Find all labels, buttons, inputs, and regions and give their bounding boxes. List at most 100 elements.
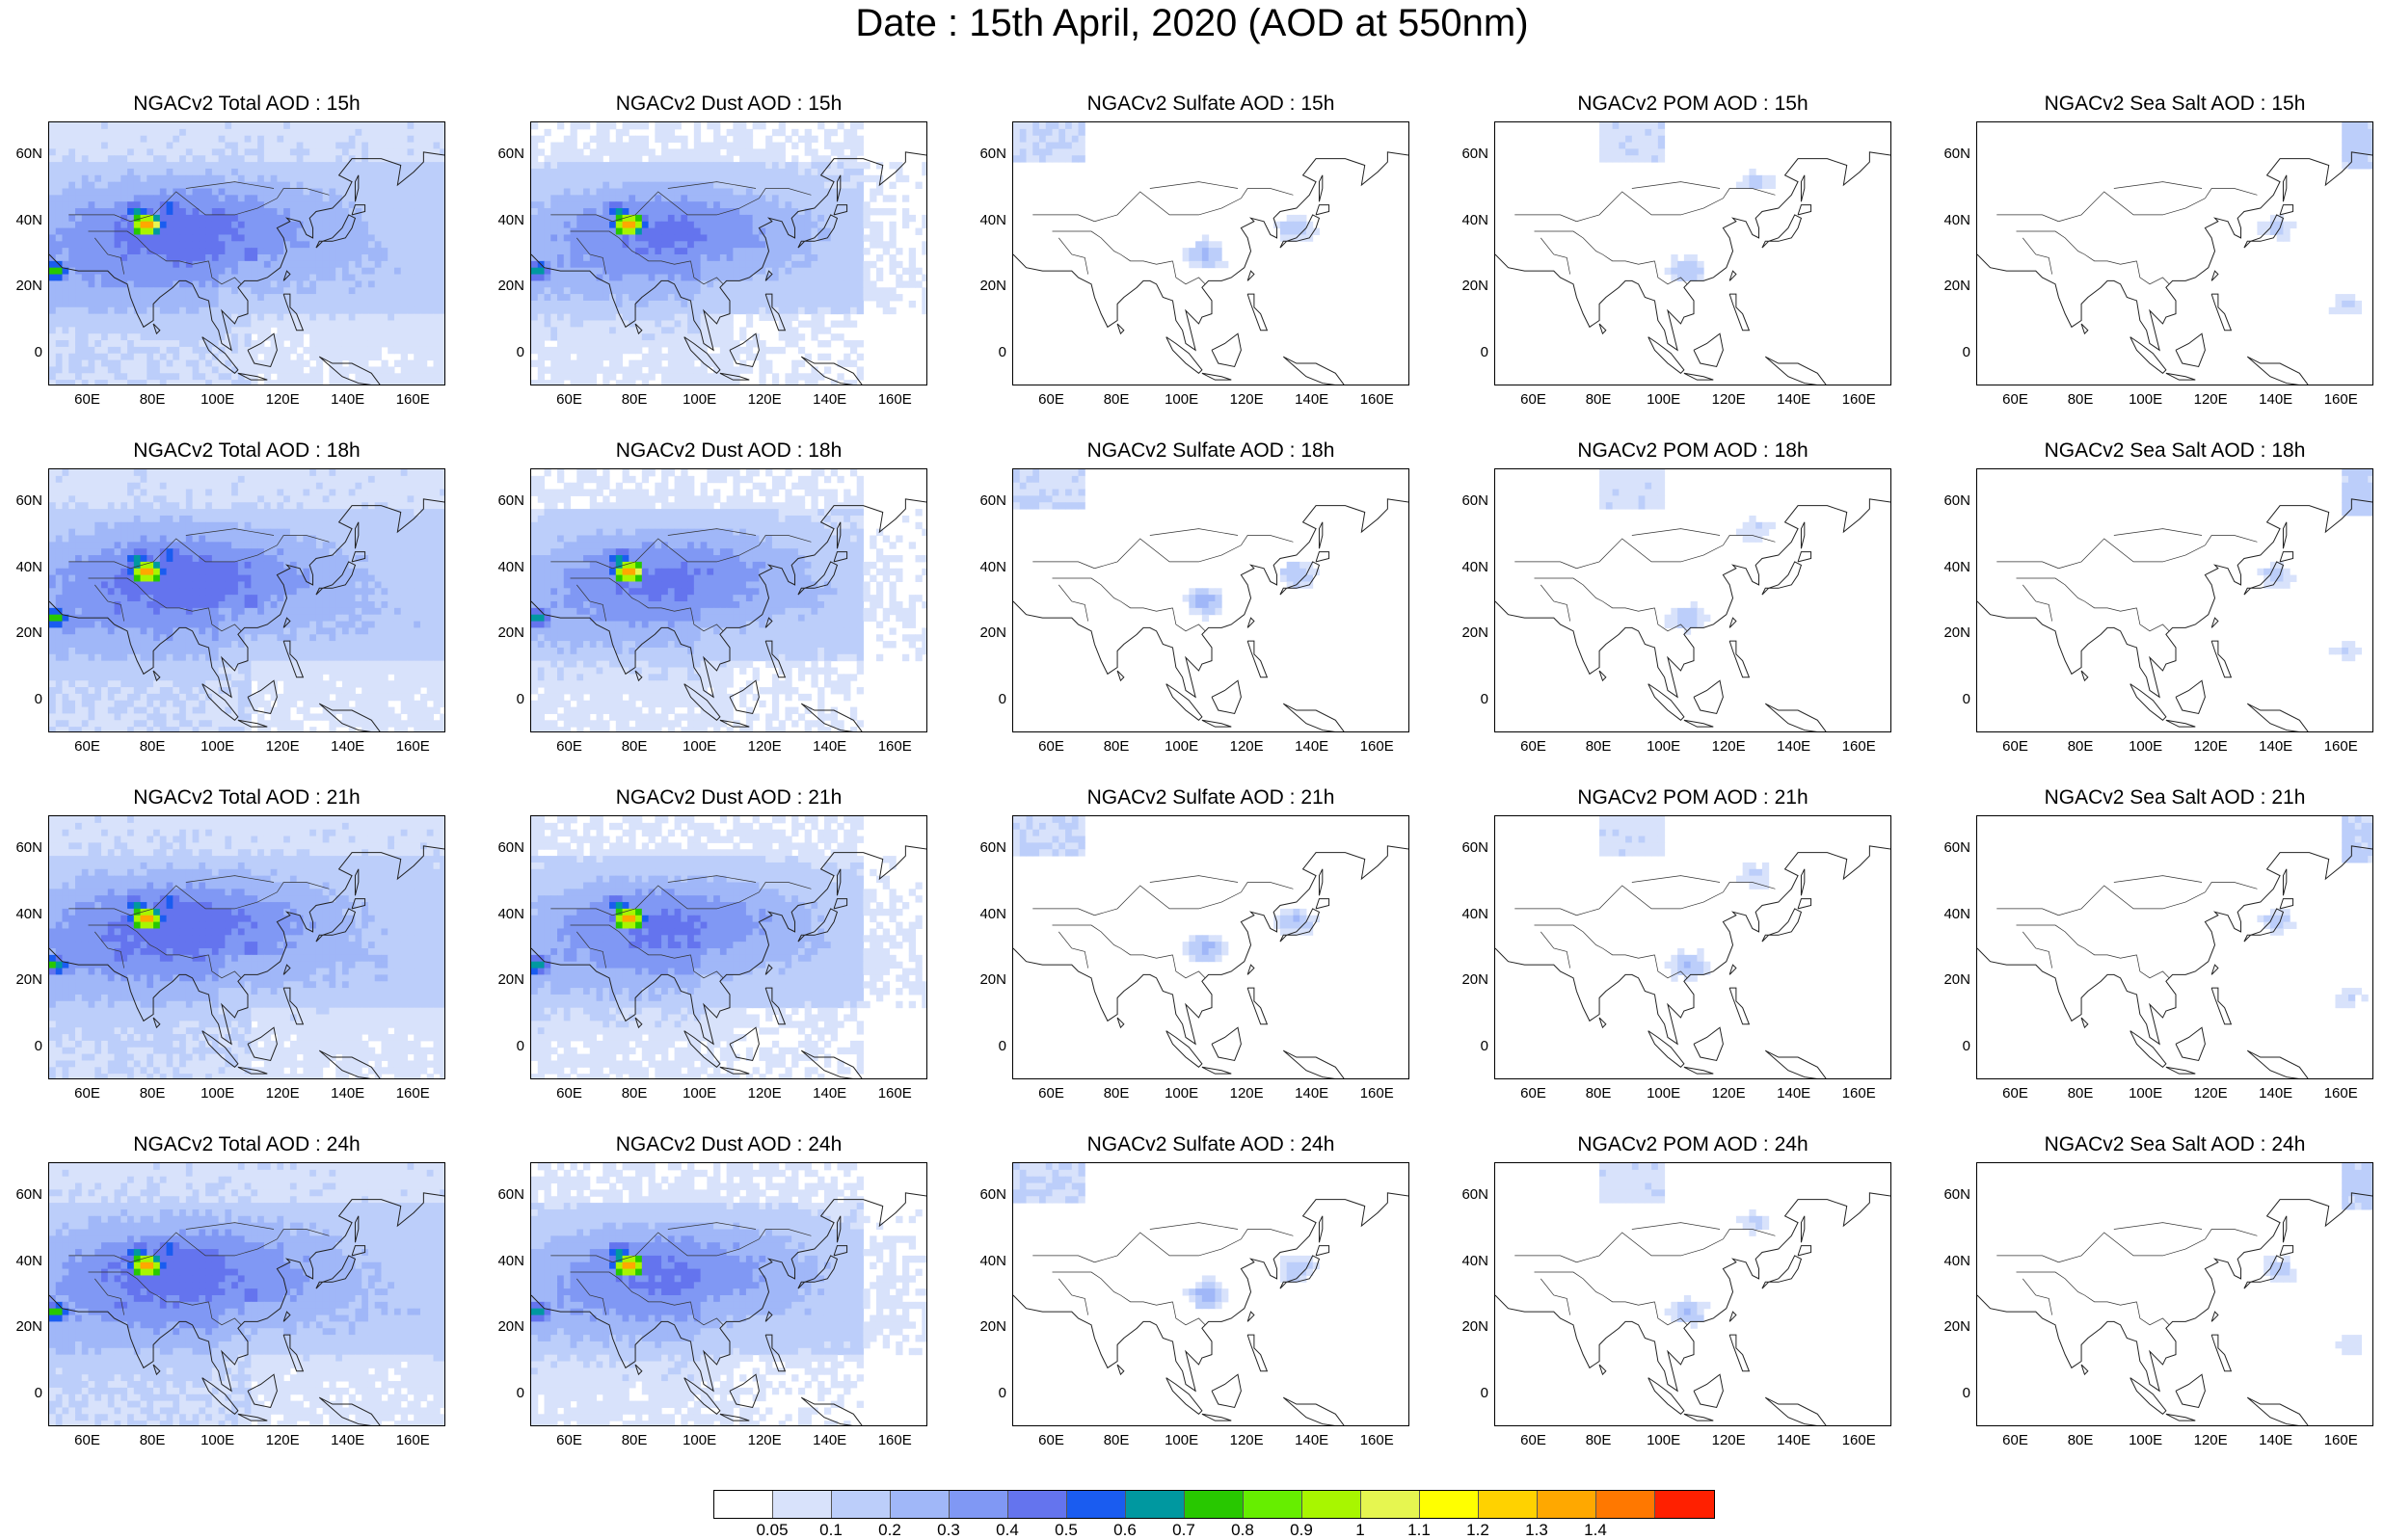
aod-cell	[388, 333, 394, 340]
aod-cell	[655, 321, 661, 328]
aod-cell	[167, 143, 174, 149]
aod-cell	[707, 241, 713, 248]
aod-cell	[1293, 228, 1299, 235]
aod-map	[1012, 121, 1409, 385]
aod-cell	[335, 136, 342, 143]
aod-cell	[675, 182, 682, 189]
aod-cell	[153, 248, 160, 254]
aod-cell	[779, 261, 786, 268]
aod-cell	[264, 287, 271, 294]
aod-cell	[701, 169, 708, 175]
aod-cell	[545, 241, 551, 248]
aod-cell	[147, 366, 153, 373]
aod-cell	[205, 234, 212, 241]
aod-cell	[407, 366, 414, 373]
aod-cell	[739, 333, 746, 340]
aod-cell	[811, 307, 817, 314]
aod-cell	[56, 136, 63, 143]
aod-cell	[850, 287, 857, 294]
aod-cell	[655, 340, 661, 347]
aod-cell	[362, 169, 368, 175]
aod-cell	[394, 189, 401, 196]
aod-cell	[785, 222, 791, 228]
aod-cell	[727, 241, 734, 248]
aod-cell	[368, 380, 375, 385]
aod-cell	[1189, 261, 1195, 268]
aod-cell	[649, 254, 656, 261]
aod-cell	[355, 143, 362, 149]
aod-cell	[798, 287, 805, 294]
aod-cell	[297, 294, 304, 301]
aod-cell	[75, 340, 82, 347]
aod-cell	[675, 380, 682, 385]
aod-cell	[642, 301, 649, 307]
aod-cell	[655, 360, 661, 367]
aod-cell	[290, 261, 297, 268]
aod-cell	[915, 280, 922, 287]
aod-cell	[335, 307, 342, 314]
aod-cell	[316, 360, 323, 367]
aod-cell	[141, 208, 147, 215]
x-tick-label: 140E	[2252, 391, 2300, 408]
aod-cell	[635, 182, 642, 189]
aod-cell	[739, 155, 746, 162]
aod-cell	[283, 189, 290, 196]
aod-cell	[297, 155, 304, 162]
aod-cell	[362, 234, 368, 241]
aod-cell	[108, 280, 115, 287]
aod-cell	[225, 201, 231, 208]
aod-cell	[173, 301, 179, 307]
aod-cell	[583, 189, 590, 196]
aod-cell	[147, 222, 153, 228]
aod-cell	[414, 366, 420, 373]
aod-cell	[283, 333, 290, 340]
aod-cell	[127, 169, 134, 175]
aod-cell	[186, 162, 193, 169]
aod-cell	[271, 301, 278, 307]
aod-cell	[271, 148, 278, 155]
aod-cell	[368, 234, 375, 241]
aod-cell	[616, 294, 623, 301]
aod-cell	[179, 201, 186, 208]
aod-cell	[179, 268, 186, 275]
aod-cell	[414, 201, 420, 208]
aod-cell	[173, 175, 179, 182]
aod-cell	[538, 294, 545, 301]
aod-cell	[355, 222, 362, 228]
aod-cell	[147, 469, 153, 476]
aod-cell	[550, 222, 557, 228]
aod-cell	[401, 469, 408, 476]
aod-cell	[668, 208, 675, 215]
aod-cell	[649, 189, 656, 196]
aod-cell	[375, 366, 382, 373]
aod-cell	[727, 143, 734, 149]
coastline	[1729, 294, 1749, 331]
aod-cell	[115, 301, 121, 307]
aod-cell	[655, 248, 661, 254]
aod-cell	[2361, 155, 2368, 162]
aod-cell	[727, 155, 734, 162]
aod-cell	[283, 483, 290, 490]
aod-cell	[701, 162, 708, 169]
aod-cell	[896, 294, 902, 301]
aod-cell	[101, 301, 108, 307]
aod-cell	[1671, 275, 1677, 281]
aod-cell	[623, 129, 629, 136]
aod-cell	[219, 215, 226, 222]
aod-cell	[362, 307, 368, 314]
aod-cell	[571, 148, 577, 155]
aod-cell	[687, 354, 694, 360]
aod-cell	[759, 287, 765, 294]
aod-cell	[167, 321, 174, 328]
aod-cell	[603, 169, 609, 175]
aod-cell	[297, 268, 304, 275]
x-tick-label: 60E	[1028, 391, 1076, 408]
aod-cell	[63, 155, 69, 162]
aod-cell	[277, 347, 283, 354]
aod-cell	[571, 380, 577, 385]
aod-cell	[779, 280, 786, 287]
aod-field	[1013, 122, 1409, 385]
aod-cell	[635, 373, 642, 380]
aod-cell	[811, 189, 817, 196]
aod-cell	[550, 294, 557, 301]
